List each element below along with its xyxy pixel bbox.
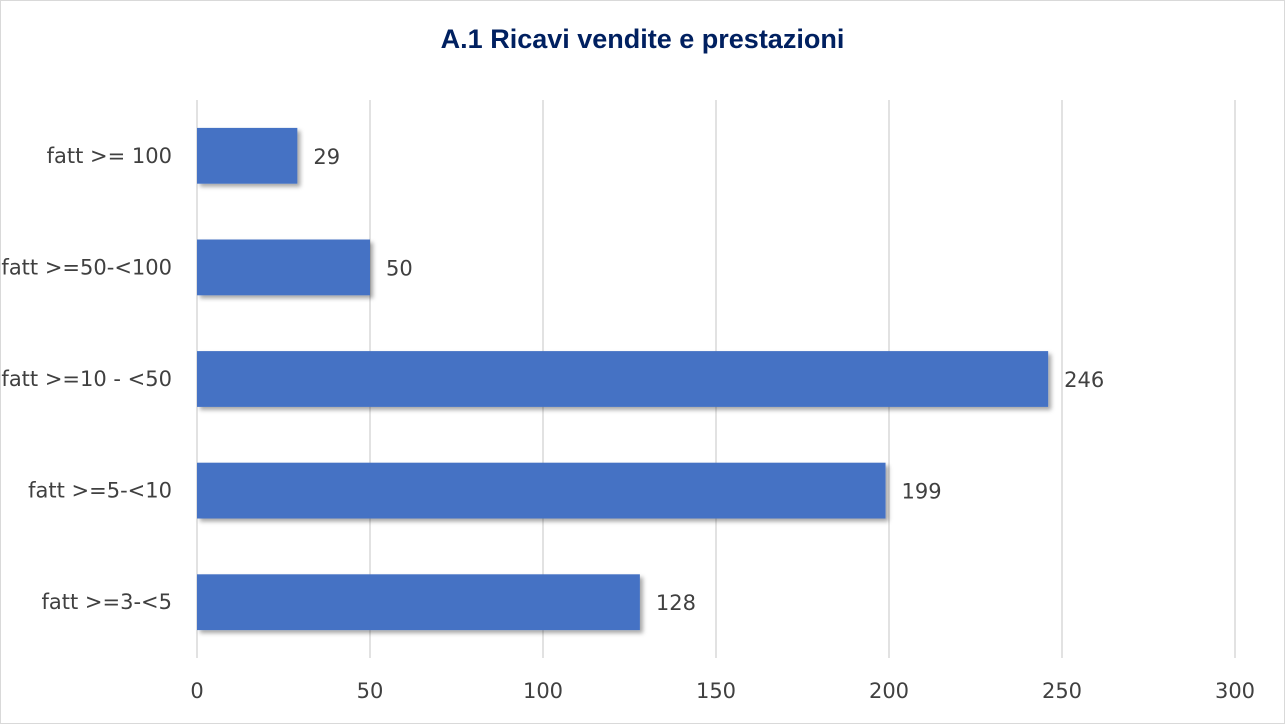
bars (197, 127, 1049, 631)
bar-4 (197, 574, 640, 631)
category-label: fatt >=10 - <50 (1, 367, 172, 391)
bar-3 (197, 462, 886, 519)
labels: 0 50 100 150 200 250 300 fatt >= 100 29 fatt >=50… (1, 144, 1255, 703)
x-tick-label: 200 (869, 679, 909, 703)
x-tick-label: 300 (1215, 679, 1255, 703)
data-label: 199 (902, 480, 942, 504)
category-label: fatt >=50-<100 (1, 255, 172, 279)
x-tick-label: 150 (696, 679, 736, 703)
x-tick-label: 100 (523, 679, 563, 703)
data-label: 128 (656, 591, 696, 615)
bar-0 (197, 127, 298, 184)
bar-1 (197, 239, 370, 296)
x-tick-label: 0 (190, 679, 203, 703)
category-label: fatt >=3-<5 (42, 590, 173, 614)
data-label: 50 (386, 256, 413, 280)
x-tick-label: 50 (357, 679, 384, 703)
x-tick-label: 250 (1042, 679, 1082, 703)
data-label: 29 (313, 145, 340, 169)
category-label: fatt >= 100 (47, 144, 172, 168)
data-label: 246 (1064, 368, 1104, 392)
chart-title: A.1 Ricavi vendite e prestazioni (440, 24, 845, 54)
bar-2 (197, 351, 1049, 407)
category-label: fatt >=5-<10 (28, 479, 172, 503)
